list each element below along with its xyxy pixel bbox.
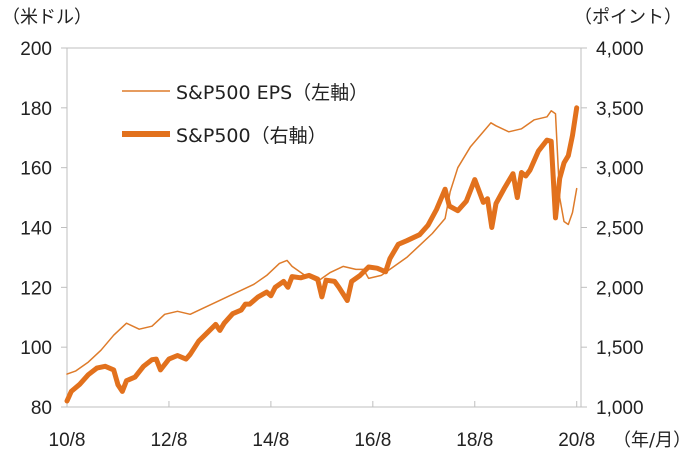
right-tick-label: 3,000 [596, 159, 644, 180]
right-tick-label: 2,000 [596, 278, 644, 299]
left-tick-label: 100 [20, 338, 52, 359]
x-tick-label: 18/8 [456, 430, 493, 451]
left-tick-label: 160 [20, 159, 52, 180]
right-axis-unit-label: （ポイント） [574, 7, 682, 28]
legend: S&P500 EPS（左軸） S&P500（右軸） [122, 82, 368, 147]
left-tick-label: 80 [31, 398, 52, 419]
right-tick-label: 1,000 [596, 398, 644, 419]
series-line-spx [64, 105, 580, 404]
x-tick-label: 12/8 [150, 430, 187, 451]
left-tick-label: 120 [20, 278, 52, 299]
right-tick-label: 1,500 [596, 338, 644, 359]
right-tick-label: 2,500 [596, 219, 644, 240]
left-tick-label: 200 [20, 39, 52, 60]
series-line-eps [66, 110, 578, 375]
right-tick-label: 4,000 [596, 39, 644, 60]
legend-label-spx: S&P500（右軸） [176, 125, 327, 147]
x-axis-unit-label: （年/月） [613, 430, 683, 451]
series-layer [64, 105, 580, 404]
left-axis-unit-label: （米ドル） [2, 7, 92, 28]
left-axis-ticks: 80 100 120 140 160 180 200 [20, 39, 67, 419]
x-tick-label: 20/8 [558, 430, 595, 451]
right-tick-label: 3,500 [596, 99, 644, 120]
legend-label-eps: S&P500 EPS（左軸） [176, 82, 368, 104]
x-tick-label: 10/8 [49, 430, 86, 451]
x-axis-ticks: 10/8 12/8 14/8 16/8 18/8 20/8 [49, 401, 595, 451]
x-tick-label: 14/8 [252, 430, 289, 451]
left-tick-label: 140 [20, 219, 52, 240]
x-tick-label: 16/8 [354, 430, 391, 451]
left-tick-label: 180 [20, 99, 52, 120]
right-axis-ticks: 1,000 1,500 2,000 2,500 3,000 3,500 4,000 [581, 39, 644, 419]
